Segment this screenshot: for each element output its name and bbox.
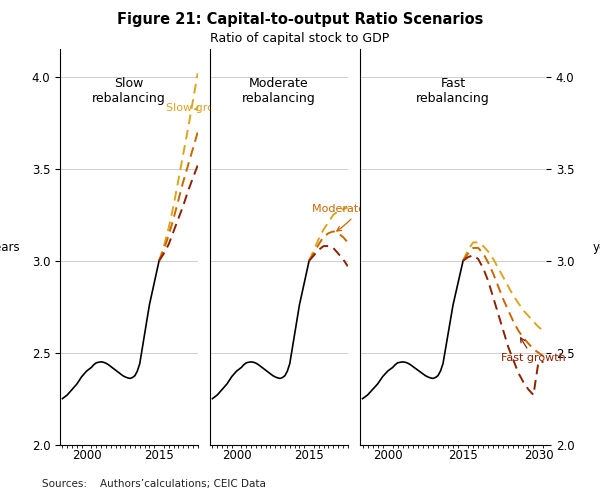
Text: Figure 21: Capital-to-output Ratio Scenarios: Figure 21: Capital-to-output Ratio Scena… [117,12,483,27]
Text: Sources:    Authors’calculations; CEIC Data: Sources: Authors’calculations; CEIC Data [42,479,266,489]
Y-axis label: years: years [593,241,600,253]
Text: Slow growth: Slow growth [166,103,235,113]
Text: Slow
rebalancing: Slow rebalancing [92,77,166,105]
Text: Ratio of capital stock to GDP: Ratio of capital stock to GDP [211,32,389,45]
Text: Fast growth: Fast growth [501,338,566,363]
Text: Moderate
rebalancing: Moderate rebalancing [242,77,316,105]
Text: Fast
rebalancing: Fast rebalancing [416,77,490,105]
Y-axis label: years: years [0,241,20,253]
Text: Moderate growth: Moderate growth [311,205,407,231]
